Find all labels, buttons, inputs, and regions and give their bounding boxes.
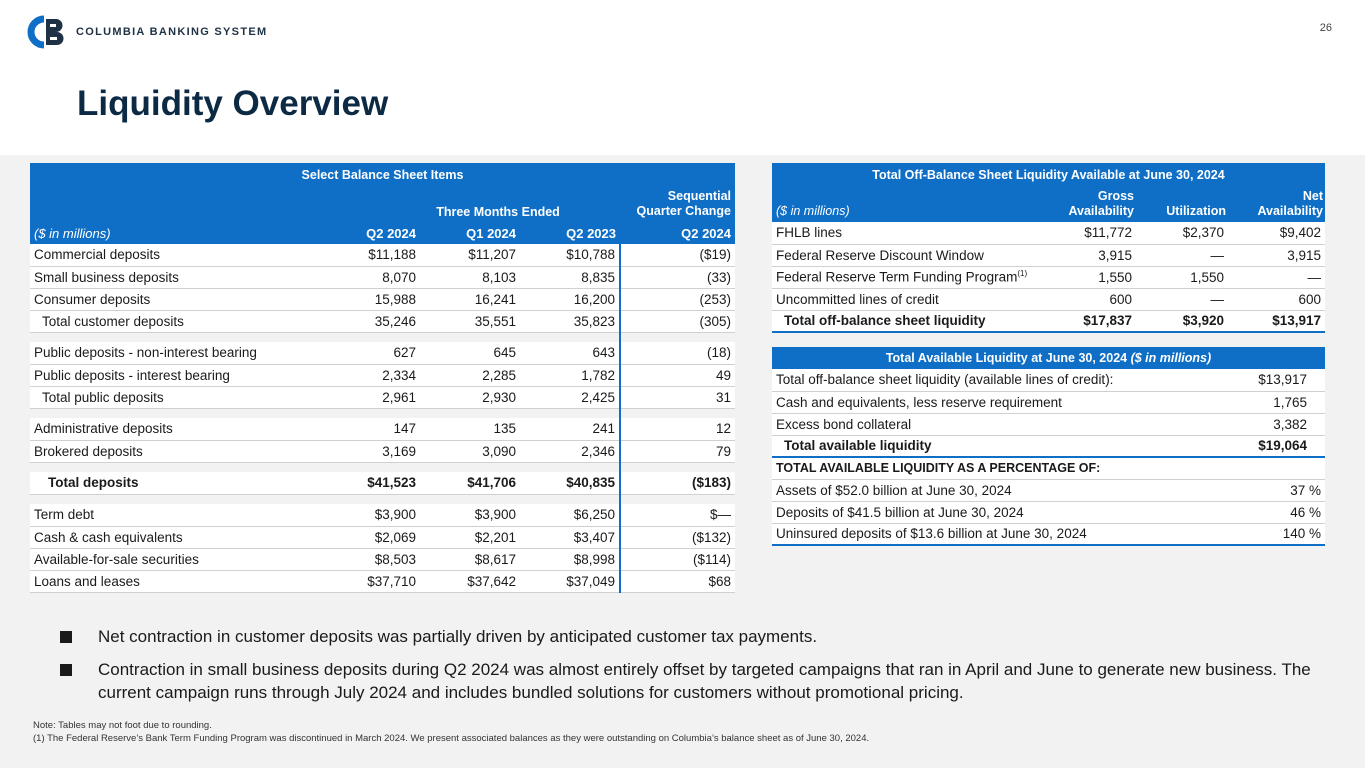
slide-content: Select Balance Sheet Items Three Months … <box>0 155 1365 768</box>
footnotes: Note: Tables may not foot due to roundin… <box>33 719 869 745</box>
table-title: Select Balance Sheet Items <box>30 163 735 187</box>
balance-sheet-table: Select Balance Sheet Items Three Months … <box>30 163 735 593</box>
table-row: Total public deposits 2,961 2,930 2,425 31 <box>30 386 735 409</box>
table-row: Public deposits - non-interest bearing 62… <box>30 342 735 365</box>
table-row-total: Total deposits $41,523 $41,706 $40,835 ($183… <box>30 472 735 495</box>
change-header: Sequential Quarter Change <box>620 187 735 222</box>
bullet-list: Net contraction in customer deposits was… <box>60 625 1320 714</box>
slide-header: COLUMBIA BANKING SYSTEM 26 Liquidity Ove… <box>0 0 1365 155</box>
table-row: Public deposits - interest bearing 2,334 2… <box>30 364 735 387</box>
table-row: Cash and equivalents, less reserve requi… <box>772 391 1325 414</box>
pct-heading-row: TOTAL AVAILABLE LIQUIDITY AS A PERCENTAG… <box>772 457 1325 480</box>
footnote-line: (1) The Federal Reserve’s Bank Term Fund… <box>33 733 870 744</box>
square-bullet-icon <box>60 664 72 676</box>
column-header: Q1 2024 <box>420 222 520 244</box>
available-liquidity-table: Total Available Liquidity at June 30, 20… <box>772 347 1325 546</box>
table-row: Excess bond collateral 3,382 <box>772 413 1325 436</box>
column-header: Q2 2024 <box>320 222 420 244</box>
company-logo: COLUMBIA BANKING SYSTEM <box>24 15 267 49</box>
bullet-item: Contraction in small business deposits d… <box>60 658 1320 704</box>
group-header: Three Months Ended <box>320 187 620 222</box>
page-title: Liquidity Overview <box>77 84 389 123</box>
table-row-total: Total available liquidity $19,064 <box>772 435 1325 458</box>
table-row: Uncommitted lines of credit 600—600 <box>772 288 1325 311</box>
table-row: Brokered deposits 3,169 3,090 2,346 79 <box>30 440 735 463</box>
table-row: Uninsured deposits of $13.6 billion at J… <box>772 523 1325 546</box>
column-header: Gross Availability <box>1044 187 1136 222</box>
table-row: Commercial deposits $11,188 $11,207 $10,788… <box>30 244 735 267</box>
table-row: Term debt $3,900 $3,900 $6,250 $— <box>30 504 735 527</box>
column-header: Q2 2024 <box>620 222 735 244</box>
square-bullet-icon <box>60 631 72 643</box>
table-row: Assets of $52.0 billion at June 30, 2024… <box>772 479 1325 502</box>
column-header: Utilization <box>1136 187 1228 222</box>
page-number: 26 <box>1319 22 1332 34</box>
table-row: Consumer deposits 15,988 16,241 16,200 (253) <box>30 288 735 311</box>
column-header: Net Availability <box>1228 187 1325 222</box>
table-row: Loans and leases $37,710 $37,642 $37,049 $68 <box>30 570 735 593</box>
table-row: FHLB lines $11,772 $2,370 $9,402 <box>772 222 1325 245</box>
logo-text: COLUMBIA BANKING SYSTEM <box>76 26 268 38</box>
table-row: Available-for-sale securities $8,503 $8,61… <box>30 548 735 571</box>
bullet-item: Net contraction in customer deposits was… <box>60 625 1320 648</box>
table-row: Total off-balance sheet liquidity (avail… <box>772 369 1325 392</box>
table-row: Federal Reserve Term Funding Program(1) 1… <box>772 266 1325 289</box>
table-row: Small business deposits 8,070 8,103 8,835 (3… <box>30 266 735 289</box>
off-balance-liquidity-table: Total Off-Balance Sheet Liquidity Availa… <box>772 163 1325 333</box>
table-row: Administrative deposits 147 135 241 12 <box>30 418 735 441</box>
footnote-mark: (1) <box>1017 269 1028 279</box>
table-title: Total Off-Balance Sheet Liquidity Availa… <box>772 163 1325 187</box>
cb-logo-icon <box>27 15 64 49</box>
note-line: Note: Tables may not foot due to roundin… <box>33 720 212 731</box>
table-title: Total Available Liquidity at June 30, 20… <box>772 347 1325 369</box>
table-row-total: Total off-balance sheet liquidity $17,837… <box>772 310 1325 333</box>
table-row: Federal Reserve Discount Window 3,915—3,9… <box>772 244 1325 267</box>
table-row: Deposits of $41.5 billion at June 30, 20… <box>772 501 1325 524</box>
units-label: ($ in millions) <box>30 222 320 244</box>
units-label: ($ in millions) <box>772 187 1044 222</box>
table-row: Cash & cash equivalents $2,069 $2,201 $3,40… <box>30 526 735 549</box>
column-header: Q2 2023 <box>520 222 620 244</box>
table-row: Total customer deposits 35,246 35,551 35,82… <box>30 310 735 333</box>
